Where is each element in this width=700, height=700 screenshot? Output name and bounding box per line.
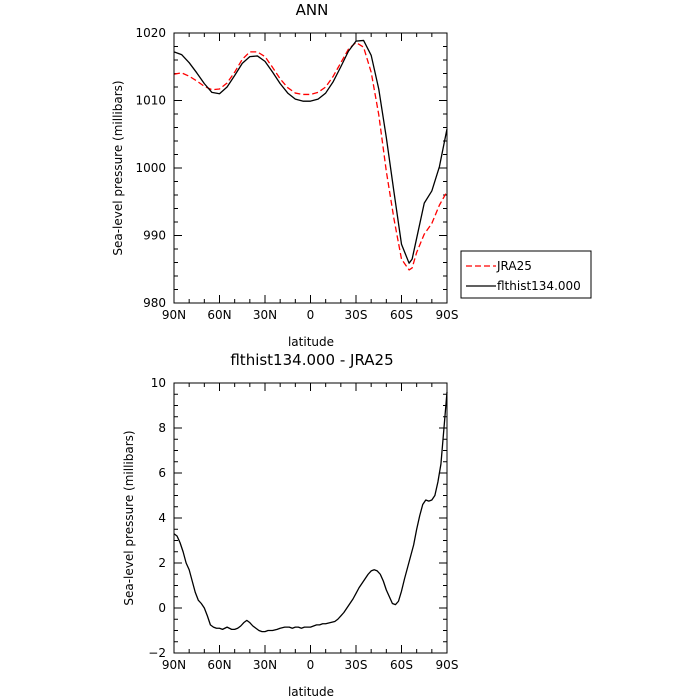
top-chart-title: ANN (296, 1, 329, 19)
bottom-x-tick-label: 90S (436, 658, 459, 672)
bottom-series-layer (173, 391, 448, 633)
top-y-axis-label: Sea-level pressure (millibars) (111, 80, 125, 255)
top-axis-ticks: 90N 60N 30N 0 30S 60S 90S 980 990 1000 1010 1020 (135, 26, 458, 322)
bottom-y-tick-label: 8 (158, 421, 166, 435)
top-x-tick-label: 60S (390, 308, 413, 322)
bottom-y-tick-label: 4 (158, 511, 166, 525)
top-x-tick-label: 0 (307, 308, 315, 322)
top-panel: ANN 90N 60N 30N 0 30S 60S 90S 980 990 1000 1010 102… (111, 1, 458, 349)
top-y-tick-label: 1000 (135, 161, 166, 175)
bottom-x-tick-label: 0 (307, 658, 315, 672)
bottom-y-axis-label: Sea-level pressure (millibars) (122, 430, 136, 605)
bottom-x-axis-label: latitude (288, 685, 334, 699)
top-x-tick-label: 90N (162, 308, 186, 322)
bottom-y-tick-label: 6 (158, 466, 166, 480)
legend: JRA25 flthist134.000 (460, 250, 592, 299)
top-plot-frame (173, 32, 448, 304)
top-series-layer (173, 39, 448, 271)
top-x-tick-label: 30N (253, 308, 277, 322)
top-series-line-flthist134-000 (173, 39, 448, 264)
top-x-tick-label: 90S (436, 308, 459, 322)
bottom-plot-frame (173, 382, 448, 654)
top-y-tick-label: 990 (143, 229, 166, 243)
bottom-y-tick-label: −2 (148, 646, 166, 660)
top-x-tick-label: 30S (345, 308, 368, 322)
top-y-tick-label: 1010 (135, 94, 166, 108)
bottom-y-tick-label: 0 (158, 601, 166, 615)
top-y-tick-label: 1020 (135, 26, 166, 40)
bottom-series-line-difference (173, 391, 448, 633)
bottom-chart-title: flthist134.000 - JRA25 (230, 351, 393, 369)
legend-label-jra25: JRA25 (496, 259, 532, 273)
bottom-x-tick-label: 90N (162, 658, 186, 672)
bottom-y-tick-label: 10 (151, 376, 166, 390)
legend-label-flthist: flthist134.000 (497, 279, 581, 293)
bottom-x-tick-label: 60N (207, 658, 231, 672)
bottom-panel: flthist134.000 - JRA25 90N 60N 30N 0 30S 60S 9… (122, 351, 458, 699)
top-series-line-jra25 (173, 41, 448, 271)
top-y-tick-label: 980 (143, 296, 166, 310)
bottom-y-tick-label: 2 (158, 556, 166, 570)
top-x-tick-label: 60N (207, 308, 231, 322)
top-x-axis-label: latitude (288, 335, 334, 349)
legend-box (460, 250, 592, 299)
bottom-x-tick-label: 60S (390, 658, 413, 672)
bottom-x-tick-label: 30S (345, 658, 368, 672)
bottom-x-tick-label: 30N (253, 658, 277, 672)
